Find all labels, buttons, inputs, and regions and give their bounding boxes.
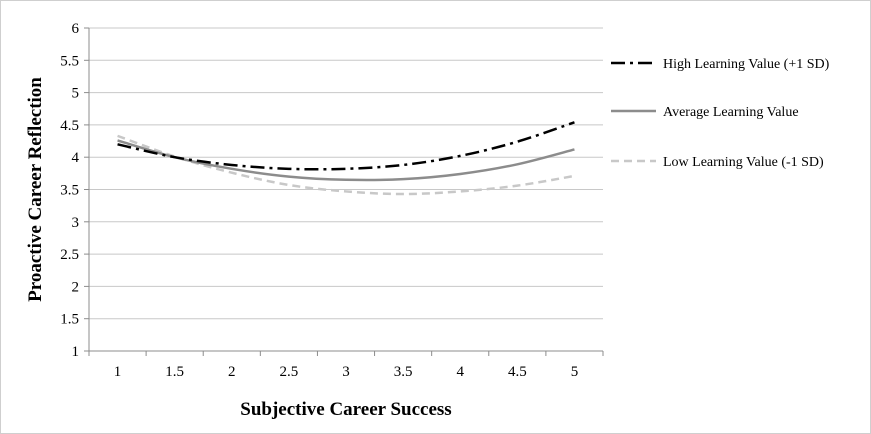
x-axis-title: Subjective Career Success: [240, 399, 451, 420]
y-tick-label: 2: [72, 279, 80, 295]
series-line-3: [117, 134, 575, 196]
y-tick-label: 5: [72, 86, 80, 102]
y-tick-label: 6: [72, 21, 80, 37]
legend-label-3: Low Learning Value (-1 SD): [663, 155, 824, 170]
y-tick-label: 4.5: [60, 118, 79, 134]
x-tick-label: 5: [571, 364, 579, 380]
y-tick-label: 3.5: [60, 183, 79, 199]
x-tick-label: 3: [342, 364, 350, 380]
series-line-2: [117, 139, 575, 182]
series-line-1: [117, 121, 575, 171]
x-tick-label: 2.5: [280, 364, 299, 380]
y-tick-label: 4: [72, 150, 80, 166]
y-tick-label: 1.5: [60, 312, 79, 328]
y-tick-label: 1: [72, 344, 80, 360]
y-axis-title: Proactive Career Reflection: [25, 77, 46, 302]
x-tick-label: 3.5: [394, 364, 413, 380]
x-tick-label: 1.5: [165, 364, 184, 380]
x-tick-label: 4: [456, 364, 464, 380]
legend-label-1: High Learning Value (+1 SD): [663, 57, 830, 72]
y-tick-label: 3: [72, 215, 80, 231]
x-tick-label: 1: [114, 364, 122, 380]
y-tick-label: 2.5: [60, 247, 79, 263]
x-tick-label: 2: [228, 364, 236, 380]
x-tick-label: 4.5: [508, 364, 527, 380]
legend-label-2: Average Learning Value: [663, 105, 799, 120]
y-tick-label: 5.5: [60, 53, 79, 69]
